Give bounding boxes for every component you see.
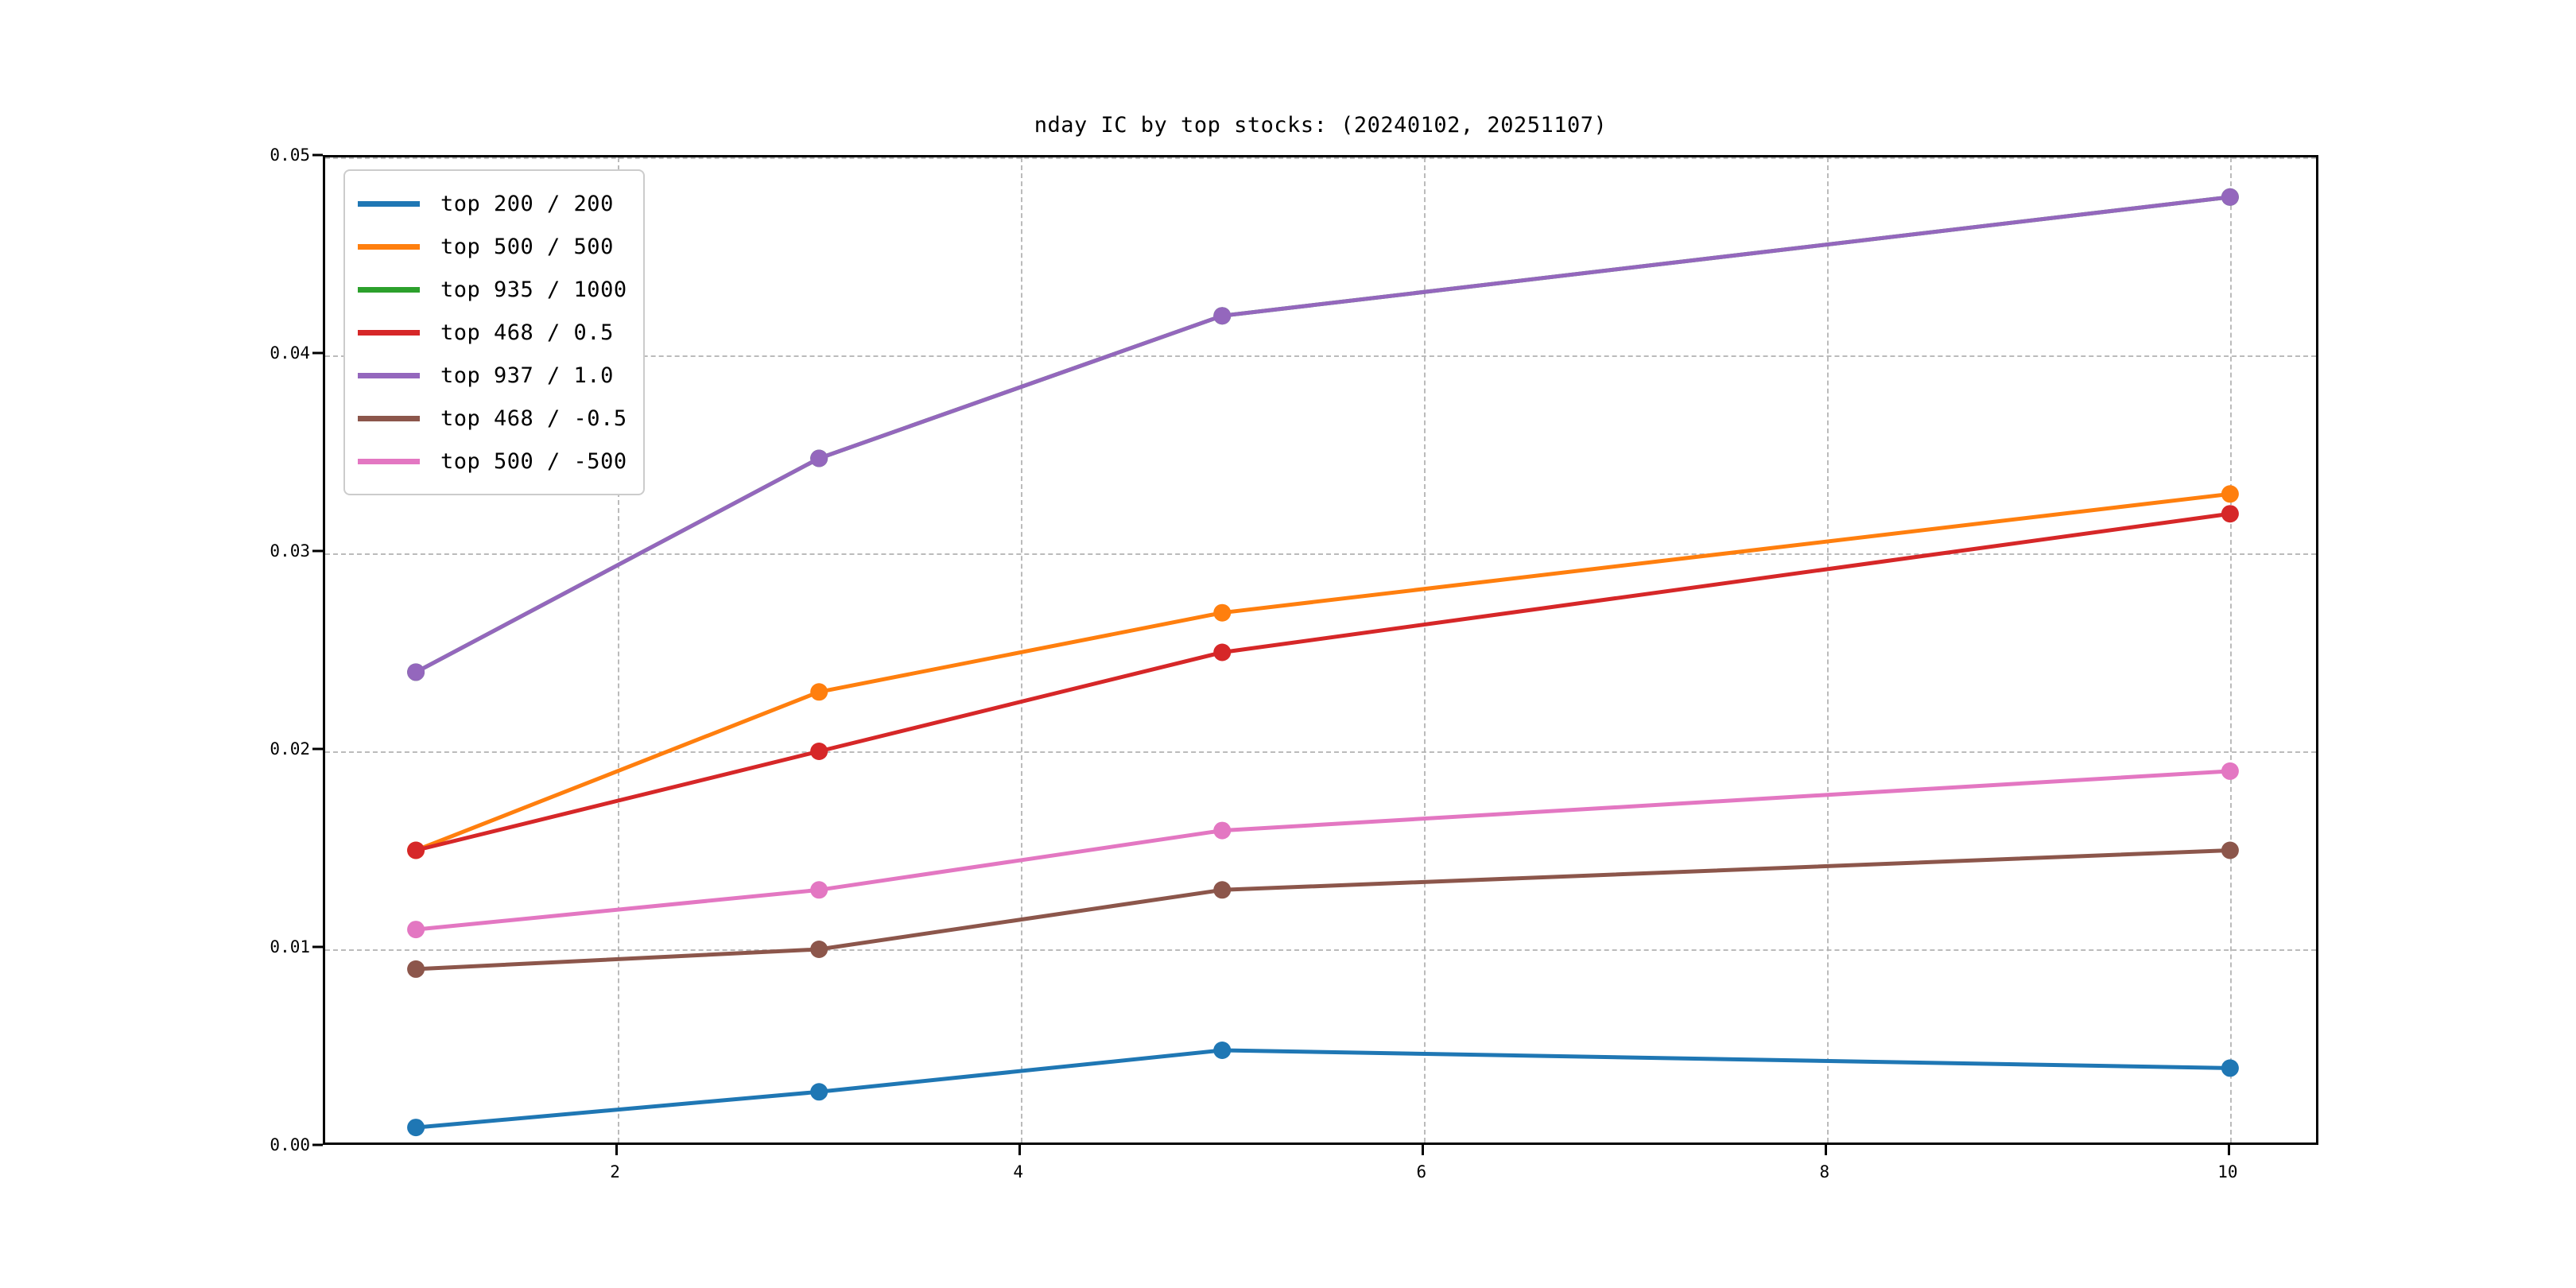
- data-point: [1213, 881, 1232, 899]
- legend-item-2[interactable]: top 935 / 1000: [358, 268, 627, 311]
- series-4: [407, 188, 2239, 681]
- legend-item-label: top 500 / -500: [440, 448, 627, 474]
- legend-item-0[interactable]: top 200 / 200: [358, 182, 627, 225]
- y-tick-label-4: 0.04: [270, 343, 310, 363]
- data-point: [810, 881, 828, 899]
- legend-color-swatch: [358, 415, 420, 421]
- x-tick-label-3: 8: [1819, 1162, 1830, 1181]
- legend-item-label: top 937 / 1.0: [440, 363, 614, 388]
- data-point: [407, 841, 425, 859]
- legend-item-6[interactable]: top 500 / -500: [358, 440, 627, 483]
- series-3: [407, 505, 2239, 859]
- gridline-y-1: [325, 949, 2316, 951]
- gridline-x-4: [2229, 157, 2232, 1143]
- gridline-y-2: [325, 751, 2316, 753]
- x-tick-label-0: 2: [610, 1162, 620, 1181]
- data-point: [2221, 762, 2239, 780]
- series-layer: [407, 188, 2239, 1137]
- y-tick-mark-4: [312, 351, 323, 355]
- gridline-y-4: [325, 355, 2316, 357]
- gridline-x-1: [1020, 157, 1022, 1143]
- y-tick-mark-2: [312, 747, 323, 751]
- data-point: [2221, 505, 2239, 523]
- y-tick-mark-5: [312, 153, 323, 157]
- x-tick-mark-3: [1824, 1145, 1827, 1155]
- series-5: [407, 841, 2239, 978]
- data-point: [810, 743, 828, 760]
- legend-item-label: top 500 / 500: [440, 234, 614, 259]
- data-point: [810, 1083, 828, 1101]
- y-tick-mark-0: [312, 1143, 323, 1146]
- legend-item-1[interactable]: top 500 / 500: [358, 225, 627, 268]
- y-tick-label-1: 0.01: [270, 937, 310, 956]
- series-6: [407, 762, 2239, 939]
- series-2: [407, 188, 2239, 681]
- data-point: [810, 683, 828, 701]
- legend-color-swatch: [358, 329, 420, 336]
- series-line-1: [413, 491, 2233, 852]
- data-point: [407, 663, 425, 681]
- gridline-x-0: [617, 157, 619, 1143]
- data-point: [2221, 841, 2239, 859]
- series-0: [407, 1041, 2239, 1137]
- gridline-y-5: [325, 157, 2316, 159]
- x-tick-mark-1: [1018, 1145, 1021, 1155]
- gridline-y-3: [325, 553, 2316, 555]
- legend-item-label: top 468 / -0.5: [440, 405, 627, 431]
- legend-item-label: top 935 / 1000: [440, 277, 627, 302]
- data-point: [2221, 1059, 2239, 1077]
- gridline-x-2: [1423, 157, 1426, 1143]
- legend-color-swatch: [358, 286, 420, 293]
- x-tick-mark-2: [1421, 1145, 1424, 1155]
- x-tick-label-1: 4: [1013, 1162, 1024, 1181]
- data-point: [1213, 821, 1232, 840]
- gridline-x-3: [1826, 157, 1829, 1143]
- data-point: [1213, 643, 1232, 661]
- y-tick-label-5: 0.05: [270, 145, 310, 165]
- y-tick-label-2: 0.02: [270, 739, 310, 758]
- chart-legend: top 200 / 200 top 500 / 500 top 935 / 1000…: [343, 169, 645, 495]
- x-tick-label-4: 10: [2217, 1162, 2238, 1181]
- data-point: [2221, 188, 2239, 206]
- legend-color-swatch: [358, 200, 420, 207]
- y-tick-label-0: 0.00: [270, 1135, 310, 1154]
- data-point: [810, 941, 828, 958]
- x-tick-label-2: 6: [1416, 1162, 1427, 1181]
- data-point: [810, 449, 828, 467]
- x-tick-mark-0: [615, 1145, 618, 1155]
- legend-item-label: top 468 / 0.5: [440, 320, 614, 345]
- data-point: [407, 1119, 425, 1137]
- series-1: [407, 485, 2239, 859]
- legend-color-swatch: [358, 458, 420, 464]
- data-point: [2221, 485, 2239, 503]
- legend-color-swatch: [358, 372, 420, 378]
- legend-item-label: top 200 / 200: [440, 191, 614, 216]
- chart-title: nday IC by top stocks: (20240102, 202511…: [1034, 113, 1608, 138]
- y-tick-mark-3: [312, 549, 323, 553]
- x-tick-mark-4: [2227, 1145, 2230, 1155]
- series-line-3: [413, 511, 2233, 852]
- series-line-4: [413, 195, 2233, 674]
- plot-inner: [325, 157, 2316, 1143]
- series-line-6: [413, 769, 2233, 932]
- series-line-0: [413, 1048, 2233, 1130]
- plot-area: [323, 155, 2318, 1145]
- series-line-5: [413, 848, 2233, 972]
- data-point: [1213, 1041, 1232, 1059]
- data-point: [1213, 307, 1232, 325]
- legend-item-5[interactable]: top 468 / -0.5: [358, 397, 627, 440]
- y-tick-mark-1: [312, 945, 323, 949]
- legend-color-swatch: [358, 243, 420, 250]
- legend-item-4[interactable]: top 937 / 1.0: [358, 354, 627, 397]
- y-tick-label-3: 0.03: [270, 541, 310, 561]
- data-point: [407, 960, 425, 978]
- data-point: [1213, 603, 1232, 622]
- legend-item-3[interactable]: top 468 / 0.5: [358, 311, 627, 354]
- data-point: [407, 921, 425, 939]
